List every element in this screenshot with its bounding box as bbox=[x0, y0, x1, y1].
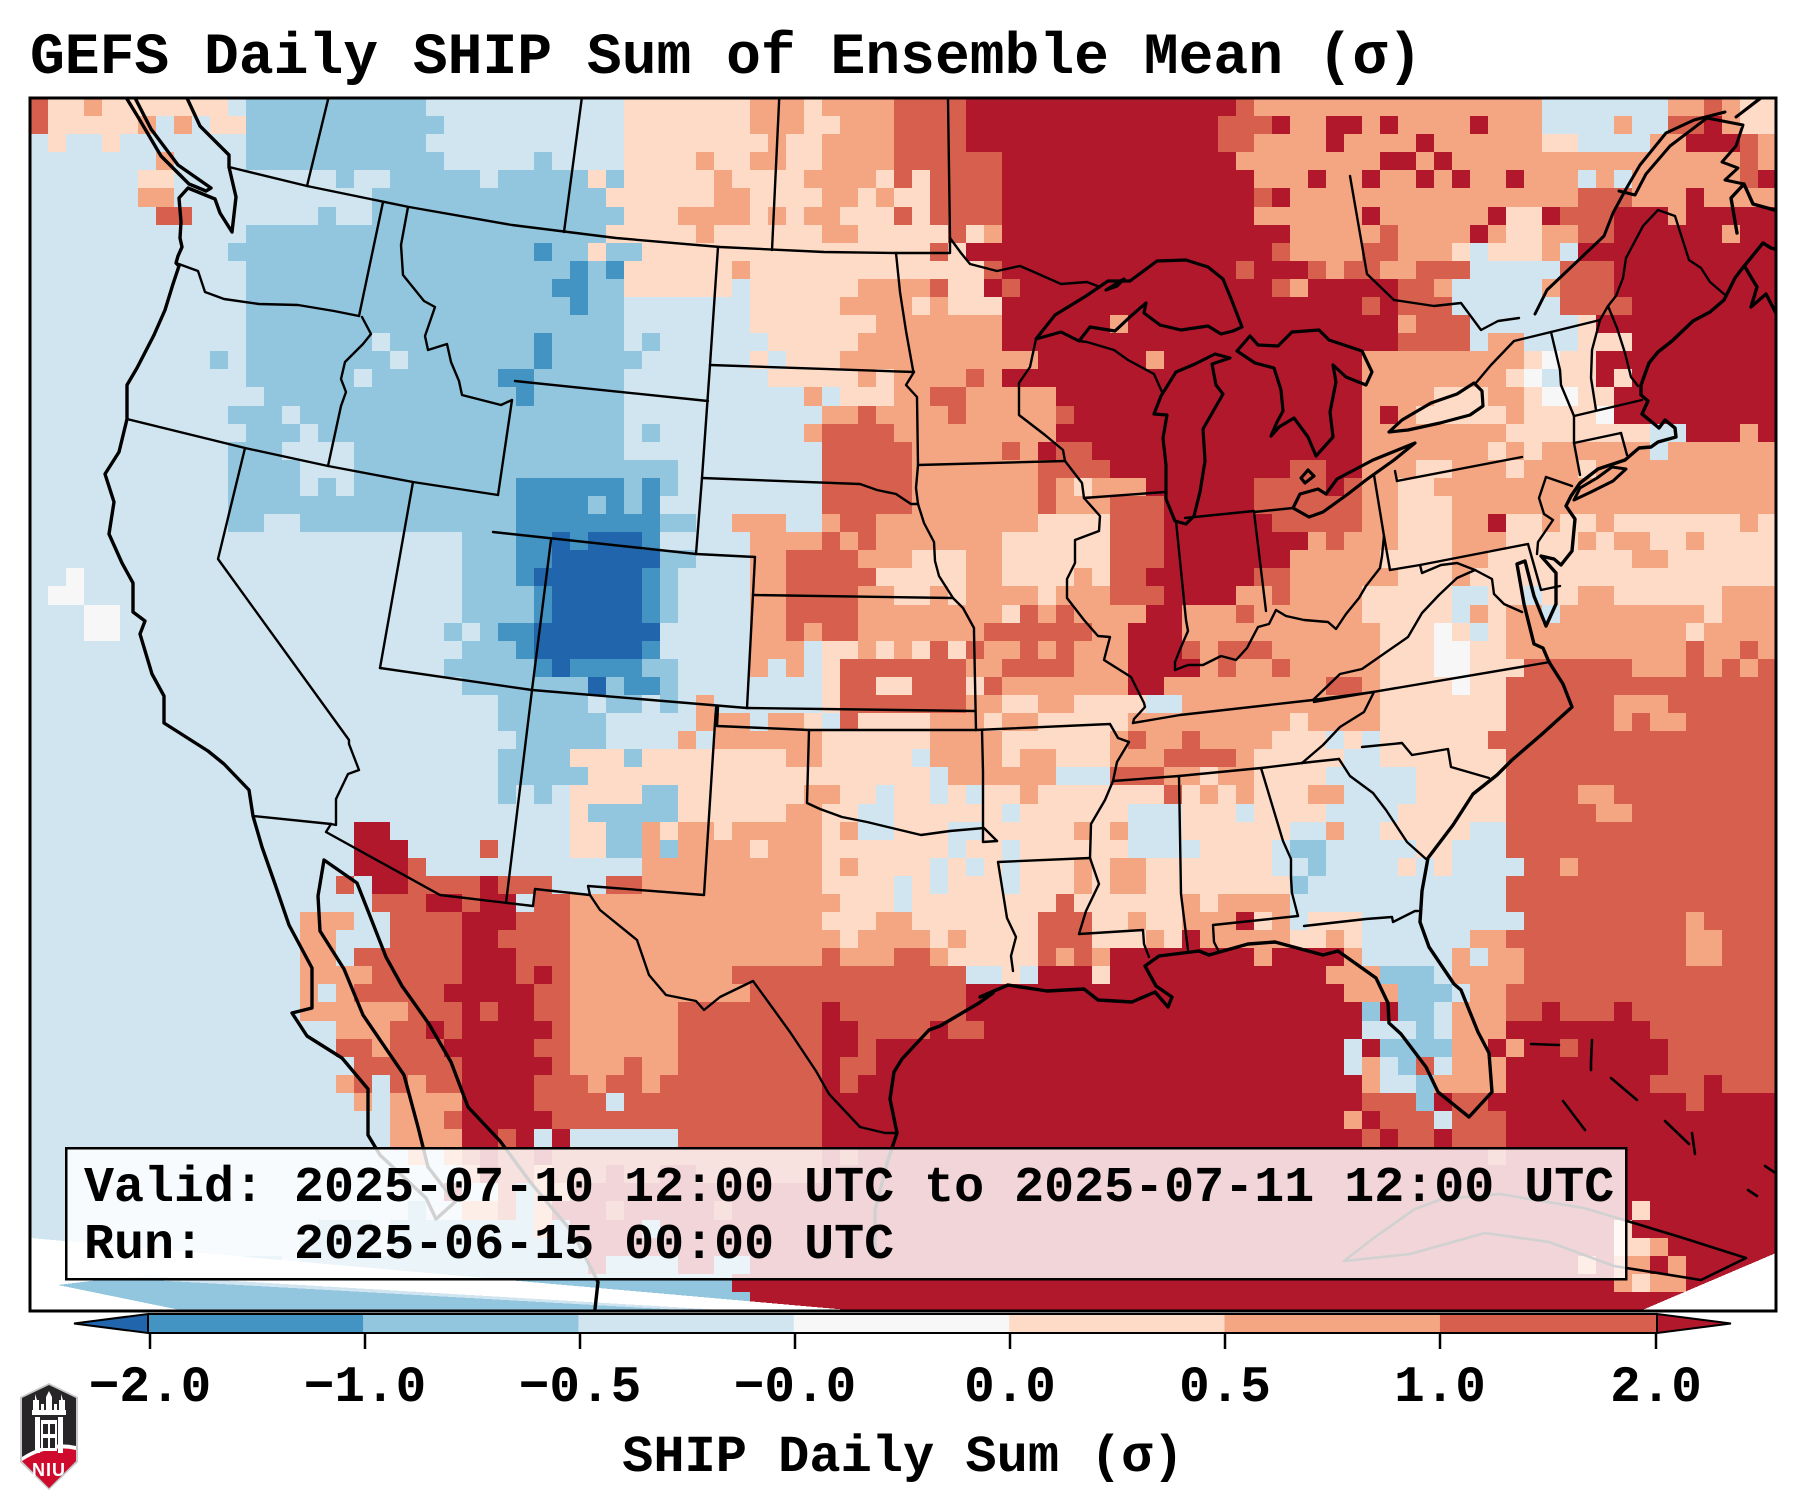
svg-text:NIU: NIU bbox=[32, 1460, 66, 1480]
